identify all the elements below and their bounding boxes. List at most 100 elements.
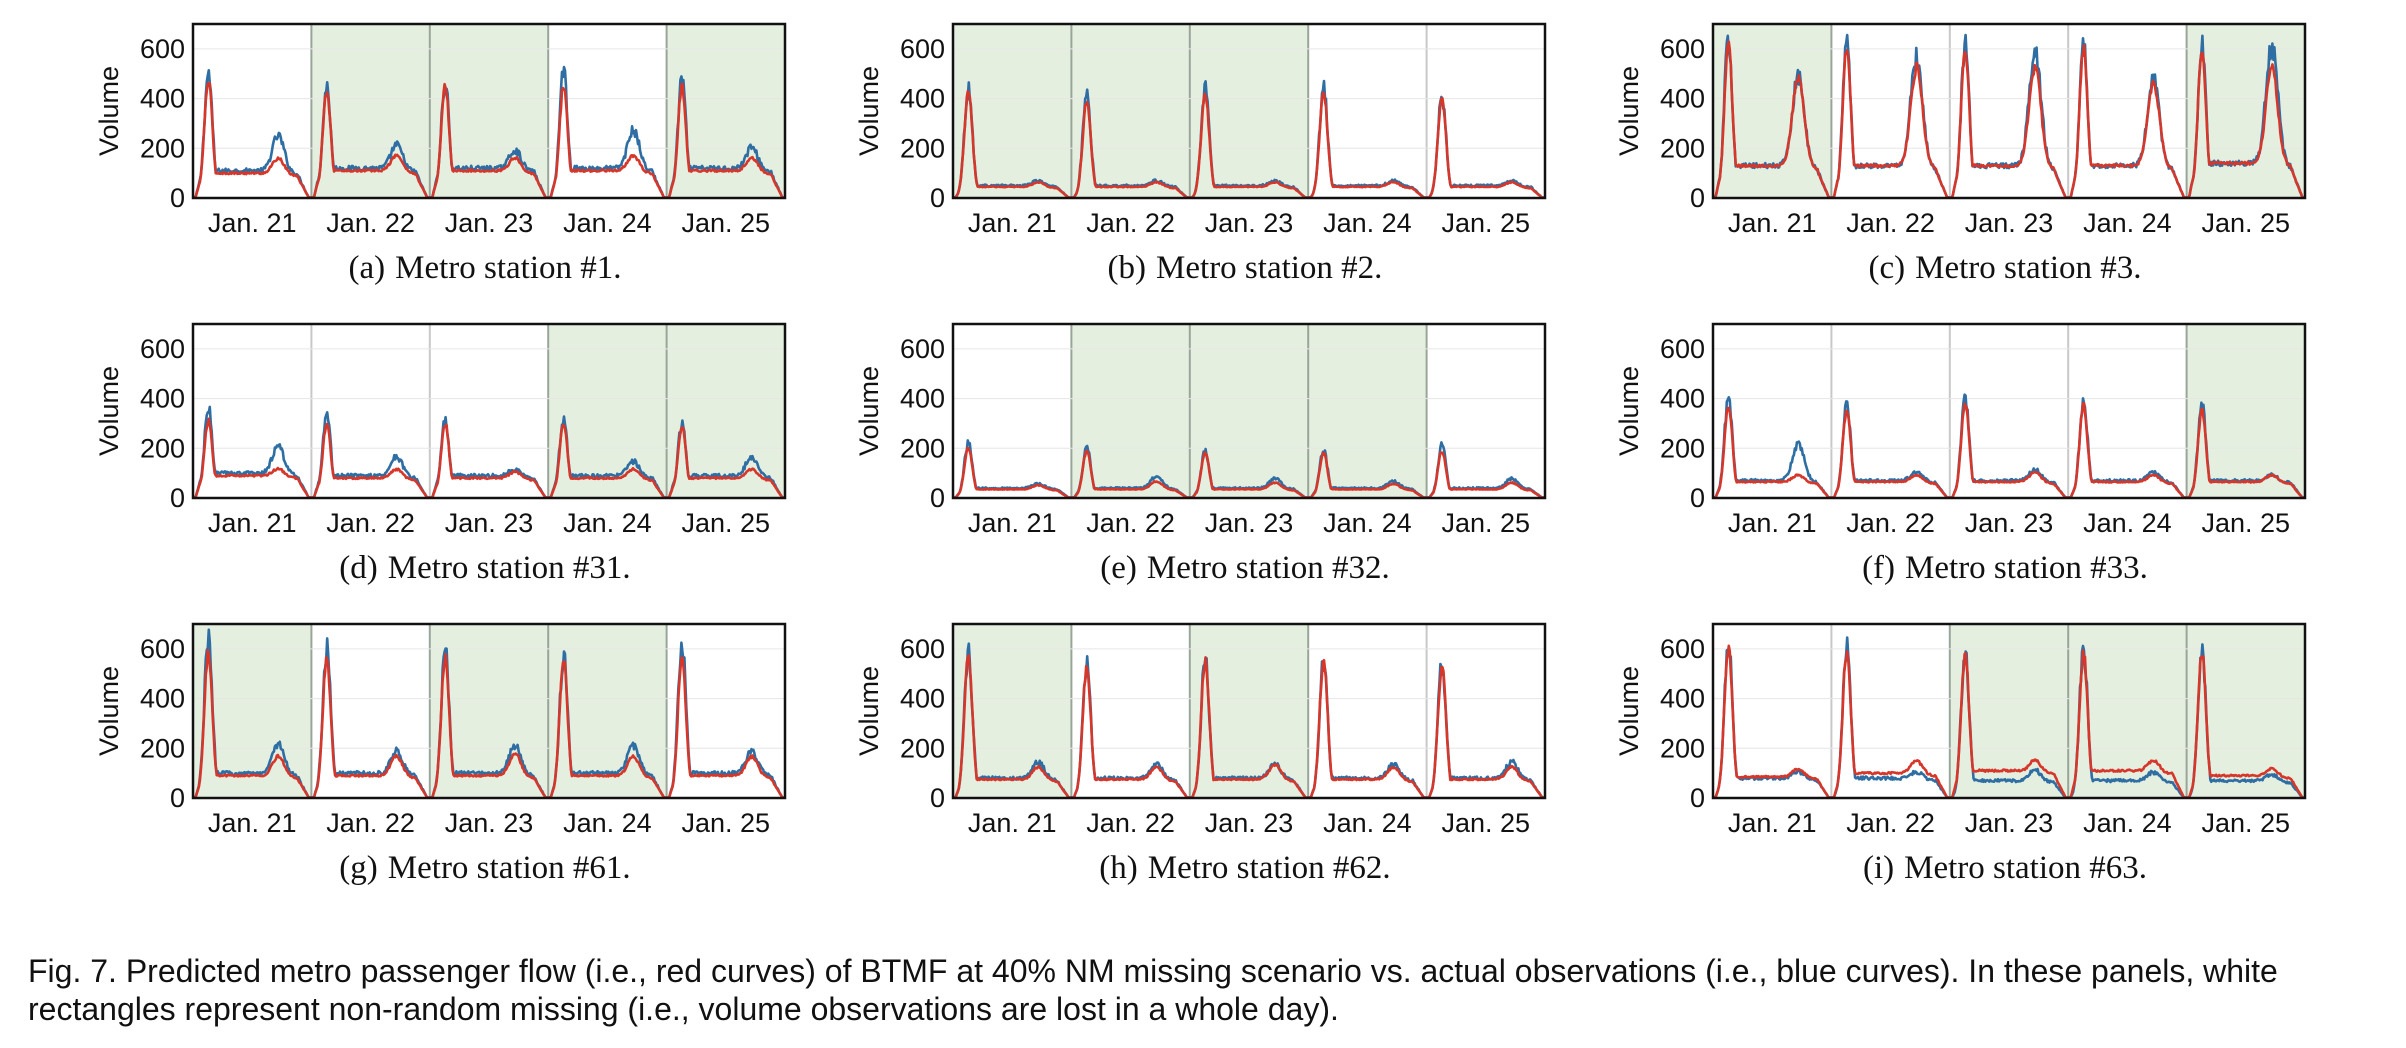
plot-frame: [191, 22, 787, 200]
panel-title: Metro station #2.: [1156, 250, 1383, 286]
x-tick-label: Jan. 24: [563, 208, 652, 238]
observed-day-band: [2068, 624, 2187, 798]
x-tick-label: Jan. 23: [1965, 508, 2054, 538]
panel-letter: (c): [1868, 250, 1906, 286]
x-tick-label: Jan. 21: [1728, 508, 1817, 538]
panel-caption: (a) Metro station #1.: [100, 250, 870, 287]
x-tick-label: Jan. 22: [1846, 208, 1935, 238]
y-tick-label: 0: [930, 483, 945, 513]
panel-title: Metro station #32.: [1146, 550, 1390, 586]
x-tick-label: Jan. 22: [326, 508, 415, 538]
y-tick-label: 400: [140, 84, 185, 114]
plot-frame: [191, 322, 787, 500]
y-axis-label: Volume: [854, 366, 884, 456]
x-tick-label: Jan. 22: [1086, 808, 1175, 838]
y-tick-label: 400: [140, 684, 185, 714]
x-tick-label: Jan. 24: [2083, 508, 2172, 538]
x-tick-label: Jan. 21: [208, 508, 297, 538]
panel-title: Metro station #62.: [1147, 850, 1391, 886]
x-tick-label: Jan. 22: [326, 208, 415, 238]
predicted-series-line: [952, 654, 1546, 799]
y-tick-label: 400: [140, 384, 185, 414]
panel-letter: (h): [1099, 850, 1138, 886]
predicted-series-line: [1712, 401, 2306, 499]
x-tick-label: Jan. 22: [1846, 508, 1935, 538]
chart-panel-9: 0 200 400 600 Jan. 21 Jan. 22 Jan. 23 Jan. 24 Ja…: [1520, 600, 2307, 900]
panel-caption: (i) Metro station #63.: [1620, 850, 2390, 887]
panel-title: Metro station #31.: [387, 550, 631, 586]
x-tick-label: Jan. 25: [2202, 208, 2291, 238]
x-tick-label: Jan. 23: [1205, 808, 1294, 838]
plot-frame: [1711, 322, 2307, 500]
y-tick-label: 600: [1660, 634, 1705, 664]
chart-panel-7: 0 200 400 600 Jan. 21 Jan. 22 Jan. 23 Jan. 24 Ja…: [0, 600, 787, 900]
panel-title: Metro station #1.: [395, 250, 622, 286]
line-chart: 0 200 400 600 Jan. 21 Jan. 22 Jan. 23 Jan. 24 Ja…: [1614, 622, 2307, 838]
panel-title: Metro station #63.: [1904, 850, 2148, 886]
x-tick-label: Jan. 23: [445, 508, 534, 538]
y-tick-label: 400: [1660, 684, 1705, 714]
y-tick-label: 400: [900, 684, 945, 714]
x-tick-label: Jan. 24: [563, 508, 652, 538]
y-tick-label: 0: [1690, 783, 1705, 813]
observed-day-band: [1308, 324, 1427, 498]
chart-panel-6: 0 200 400 600 Jan. 21 Jan. 22 Jan. 23 Jan. 24 Ja…: [1520, 300, 2307, 600]
predicted-series-line: [1712, 40, 2306, 199]
x-tick-label: Jan. 24: [563, 808, 652, 838]
y-tick-label: 0: [930, 783, 945, 813]
y-tick-label: 0: [170, 183, 185, 213]
panel-caption: (f) Metro station #33.: [1620, 550, 2390, 587]
x-tick-label: Jan. 25: [682, 508, 771, 538]
y-tick-label: 200: [900, 733, 945, 763]
x-tick-label: Jan. 25: [2202, 508, 2291, 538]
x-tick-label: Jan. 23: [1205, 508, 1294, 538]
y-axis-label: Volume: [94, 666, 124, 756]
x-tick-label: Jan. 23: [445, 808, 534, 838]
panel-letter: (e): [1100, 550, 1137, 586]
x-tick-label: Jan. 22: [1846, 808, 1935, 838]
observed-day-band: [953, 24, 1072, 198]
panel-letter: (a): [348, 250, 386, 286]
x-tick-label: Jan. 24: [2083, 808, 2172, 838]
observed-day-band: [1189, 324, 1309, 498]
predicted-series-line: [1712, 644, 2306, 799]
predicted-series-line: [952, 89, 1546, 199]
y-tick-label: 400: [900, 84, 945, 114]
y-axis-label: Volume: [1614, 366, 1644, 456]
y-tick-label: 400: [1660, 384, 1705, 414]
x-tick-label: Jan. 24: [1323, 808, 1412, 838]
y-tick-label: 600: [900, 334, 945, 364]
x-tick-label: Jan. 21: [1728, 808, 1817, 838]
panel-title: Metro station #33.: [1905, 550, 2148, 586]
y-tick-label: 200: [1660, 733, 1705, 763]
panel-letter: (d): [339, 550, 378, 586]
line-chart: 0 200 400 600 Jan. 21 Jan. 22 Jan. 23 Jan. 24 Ja…: [94, 622, 787, 838]
observed-day-band: [548, 324, 667, 498]
panel-letter: (b): [1107, 250, 1147, 286]
observed-day-band: [1071, 324, 1190, 498]
x-tick-label: Jan. 24: [2083, 208, 2172, 238]
panel-caption: (b) Metro station #2.: [860, 250, 1630, 287]
x-tick-label: Jan. 25: [682, 808, 771, 838]
x-tick-label: Jan. 23: [445, 208, 534, 238]
panel-caption: (c) Metro station #3.: [1620, 250, 2390, 287]
panel-caption: (h) Metro station #62.: [860, 850, 1630, 887]
chart-panel-5: 0 200 400 600 Jan. 21 Jan. 22 Jan. 23 Jan. 24 Ja…: [760, 300, 1547, 600]
y-tick-label: 0: [1690, 183, 1705, 213]
predicted-series-line: [192, 417, 786, 499]
y-tick-label: 0: [930, 183, 945, 213]
y-axis-label: Volume: [854, 666, 884, 756]
x-tick-label: Jan. 21: [208, 808, 297, 838]
y-tick-label: 600: [140, 34, 185, 64]
y-tick-label: 200: [1660, 133, 1705, 163]
plot-frame: [191, 622, 787, 800]
figure-panels-grid: 0 200 400 600 Jan. 21 Jan. 22 Jan. 23 Jan. 24 Ja…: [0, 22, 2390, 900]
x-tick-label: Jan. 21: [968, 808, 1057, 838]
x-tick-label: Jan. 21: [968, 208, 1057, 238]
y-tick-label: 600: [900, 634, 945, 664]
y-tick-label: 600: [1660, 334, 1705, 364]
panel-caption: (e) Metro station #32.: [860, 550, 1630, 587]
observed-day-band: [1071, 24, 1190, 198]
y-tick-label: 600: [900, 34, 945, 64]
y-axis-label: Volume: [1614, 666, 1644, 756]
